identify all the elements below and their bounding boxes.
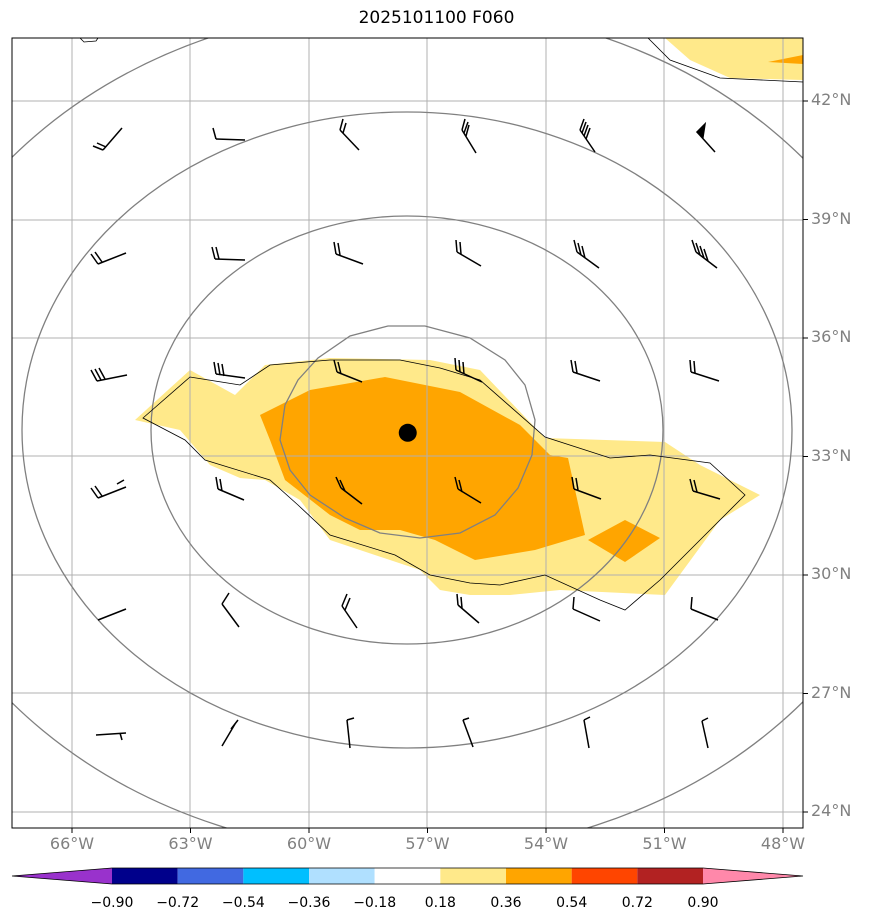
- shaded-field: [135, 38, 803, 595]
- wind-barb: [90, 251, 127, 265]
- wind-barb: [215, 476, 245, 501]
- colorbar-tick-label: −0.72: [156, 895, 200, 911]
- lat-tick-label: 27°N: [811, 682, 852, 702]
- lat-tick-label: 36°N: [811, 327, 852, 346]
- inner-ring: [279, 325, 536, 539]
- wind-barb: [701, 717, 709, 749]
- colorbar-segment: [309, 868, 375, 884]
- colorbar-segment: [703, 868, 803, 884]
- wind-barb: [462, 717, 474, 748]
- wind-barb: [454, 357, 483, 383]
- wind-barb: [573, 239, 600, 269]
- thin-contour: [142, 359, 746, 611]
- wind-barb: [689, 359, 720, 382]
- wind-barb: [339, 118, 360, 151]
- map-title: 2025101100 F060: [358, 8, 515, 28]
- wind-barb: [341, 593, 358, 629]
- lat-tick-label: 33°N: [811, 445, 852, 465]
- lon-tick-label: 63°W: [168, 834, 213, 853]
- colorbar-segment: [440, 868, 506, 884]
- wind-barb: [333, 241, 364, 265]
- colorbar-tick-label: −0.54: [221, 895, 265, 911]
- lon-tick-label: 66°W: [49, 834, 95, 853]
- wind-barb: [455, 239, 482, 267]
- wind-barb: [213, 361, 246, 379]
- orange-area: [260, 377, 585, 560]
- graticule: [12, 38, 803, 828]
- lon-tick-label: 54°W: [523, 834, 569, 853]
- wind-barb: [570, 359, 601, 382]
- colorbar-segment: [506, 868, 572, 884]
- wind-barb: [571, 476, 602, 500]
- ring-2: [150, 215, 664, 645]
- range-rings: [12, 38, 803, 828]
- wind-barb: [221, 592, 240, 628]
- wind-barb: [579, 118, 596, 153]
- colorbar-tick-label: 0.36: [490, 895, 522, 911]
- coast-fragment: [79, 38, 99, 43]
- wind-barb: [461, 118, 477, 154]
- colorbar-segment: [243, 868, 309, 884]
- storm-center-marker: [398, 423, 417, 442]
- wind-barb: [333, 359, 363, 383]
- colorbar-segment: [112, 868, 178, 884]
- colorbar-segment: [12, 868, 112, 884]
- wind-barb: [211, 246, 246, 261]
- wind-barb: [583, 716, 591, 749]
- wind-barb: [691, 239, 718, 269]
- wind-barb: [90, 367, 128, 382]
- map-frame: [11, 37, 804, 829]
- lon-tick-label: 60°W: [286, 834, 332, 853]
- light-yellow-corner: [665, 38, 803, 80]
- wind-barb: [90, 479, 127, 499]
- wind-barb: [456, 593, 480, 624]
- lat-tick-label: 42°N: [811, 90, 852, 109]
- wind-barb: [221, 719, 239, 747]
- wind-barb: [690, 596, 719, 621]
- field-contour: [79, 38, 803, 611]
- wind-barbs: [90, 118, 721, 749]
- lat-tick-label: 30°N: [811, 564, 852, 583]
- colorbar-segment: [177, 868, 244, 884]
- lon-tick-label: 57°W: [405, 834, 450, 853]
- wind-barb: [212, 127, 246, 141]
- axis-ticks: [71, 100, 808, 833]
- colorbar-tick-label: 0.54: [556, 895, 588, 911]
- colorbar-tick-label: 0.72: [621, 895, 653, 911]
- wind-barb: [689, 478, 721, 500]
- colorbar-tick-label: −0.90: [90, 895, 134, 911]
- colorbar-segment: [374, 868, 441, 884]
- orange-patch: [588, 520, 660, 562]
- wind-barb: [95, 732, 127, 741]
- wind-barb: [572, 596, 601, 622]
- lat-tick-label: 24°N: [811, 801, 852, 820]
- wind-barb: [695, 121, 716, 153]
- orange-corner: [768, 55, 803, 64]
- wind-barb: [346, 717, 355, 749]
- lon-tick-label: 51°W: [642, 834, 687, 853]
- colorbar-segment: [571, 868, 638, 884]
- forecast-map: [11, 37, 808, 833]
- colorbar-tick-label: 0.18: [424, 895, 456, 911]
- wind-barb: [335, 476, 363, 505]
- thin-contour-corner: [647, 38, 803, 83]
- wind-barb: [92, 127, 123, 151]
- colorbar-segment: [637, 868, 703, 884]
- colorbar-tick-label: 0.90: [687, 895, 719, 911]
- colorbar-tick-label: −0.36: [287, 895, 331, 911]
- ring-3: [21, 111, 793, 749]
- colorbar: [11, 867, 804, 885]
- colorbar-tick-label: −0.18: [353, 895, 397, 911]
- lat-tick-label: 39°N: [811, 208, 852, 228]
- wind-barb: [97, 608, 127, 621]
- lon-tick-label: 48°W: [760, 834, 806, 853]
- colorbar-outline: [11, 867, 804, 885]
- wind-barb: [454, 476, 482, 504]
